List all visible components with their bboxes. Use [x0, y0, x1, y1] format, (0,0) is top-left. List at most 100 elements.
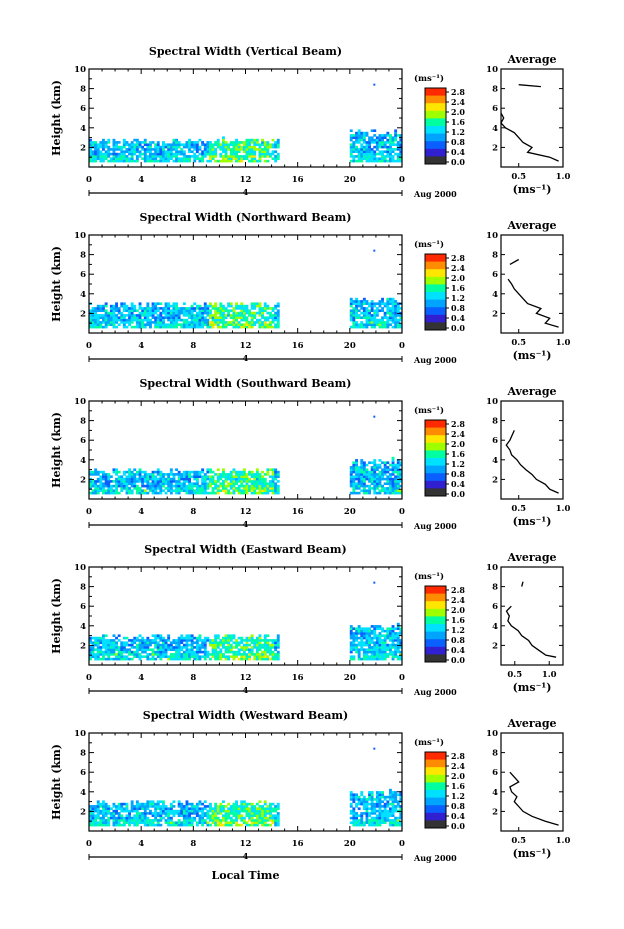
- heatmap-cell: [365, 309, 369, 312]
- heatmap-cell: [389, 788, 392, 792]
- heatmap-cell: [195, 480, 199, 483]
- heatmap-cell: [253, 653, 257, 656]
- heatmap-cell: [172, 321, 176, 324]
- heatmap-cell: [214, 314, 218, 317]
- heatmap-cell: [232, 468, 236, 471]
- heatmap-cell: [391, 318, 395, 322]
- heatmap-cell: [253, 321, 257, 324]
- heatmap-cell: [237, 487, 241, 490]
- heatmap-cell: [143, 812, 147, 815]
- heatmap-cell: [206, 159, 210, 163]
- heatmap-cell: [227, 636, 231, 640]
- heatmap-cell: [112, 470, 116, 474]
- heatmap-cell: [94, 480, 98, 483]
- heatmap-cell: [365, 463, 369, 467]
- y-tick-label: 10: [74, 231, 86, 241]
- heatmap-cell: [261, 819, 264, 822]
- heatmap-cell: [175, 143, 178, 146]
- heatmap-cell: [162, 152, 165, 156]
- heatmap-cell: [216, 823, 220, 827]
- heatmap-cell: [216, 480, 220, 483]
- heatmap-cell: [180, 823, 184, 827]
- heatmap-cell: [391, 148, 395, 151]
- colorbar-swatch: [425, 126, 446, 135]
- heatmap-cell: [222, 482, 225, 485]
- heatmap-cell: [115, 325, 118, 329]
- heatmap-cell: [172, 323, 176, 326]
- heatmap-cell: [255, 809, 259, 813]
- heatmap-cell: [107, 138, 111, 142]
- heatmap-cell: [271, 480, 275, 483]
- heatmap-cell: [219, 321, 223, 324]
- heatmap-cell: [266, 311, 270, 315]
- heatmap-cell: [253, 152, 257, 156]
- heatmap-cell: [255, 475, 259, 478]
- heatmap-cell: [357, 477, 361, 481]
- heatmap-cell: [211, 653, 215, 656]
- heatmap-cell: [394, 791, 398, 794]
- heatmap-cell: [201, 321, 205, 324]
- heatmap-cell: [104, 155, 108, 158]
- heatmap-cell: [198, 643, 202, 647]
- colorbar-tick-label: 0.8: [451, 801, 465, 811]
- heatmap-cell: [391, 316, 395, 319]
- y-axis-label: Height (km): [50, 412, 63, 488]
- heatmap-cell: [104, 634, 108, 637]
- heatmap-cell: [360, 634, 364, 637]
- heatmap-cell: [381, 297, 384, 301]
- heatmap-cell: [130, 321, 134, 324]
- heatmap-cell: [394, 798, 398, 801]
- heatmap-cell: [245, 150, 249, 153]
- heatmap-cell: [240, 302, 244, 305]
- heatmap-cell: [96, 821, 100, 824]
- heatmap-cell: [394, 823, 398, 827]
- heatmap-cell: [214, 807, 218, 810]
- heatmap-cell: [112, 155, 116, 158]
- heatmap-cell: [175, 302, 178, 305]
- heatmap-cell: [242, 150, 246, 153]
- heatmap-cell: [164, 325, 168, 329]
- heatmap-cell: [99, 145, 103, 149]
- heatmap-cell: [175, 141, 178, 144]
- heatmap-cell: [261, 152, 264, 156]
- heatmap-cell: [195, 484, 199, 488]
- heatmap-cell: [232, 470, 236, 474]
- colorbar-swatch: [425, 601, 446, 610]
- heatmap-cell: [360, 138, 364, 142]
- heatmap-cell: [156, 307, 160, 310]
- heatmap-cell: [368, 821, 371, 824]
- colorbar-swatch: [425, 631, 446, 640]
- heatmap-cell: [164, 309, 168, 312]
- heatmap-cell: [209, 475, 212, 478]
- heatmap-cell: [198, 157, 202, 160]
- heatmap-cell: [109, 323, 113, 326]
- heatmap-cell: [396, 648, 400, 651]
- heatmap-cell: [399, 159, 403, 163]
- heatmap-cell: [219, 812, 223, 815]
- heatmap-cell: [263, 812, 267, 815]
- heatmap-cell: [373, 484, 377, 488]
- colorbar-tick-label: 0.4: [451, 313, 465, 323]
- heatmap-cell: [253, 480, 257, 483]
- heatmap-cell: [96, 816, 100, 820]
- heatmap-cell: [193, 805, 197, 808]
- heatmap-cell: [386, 307, 390, 310]
- heatmap-cell: [195, 489, 199, 492]
- heatmap-cell: [276, 323, 280, 326]
- y-tick-label: 10: [74, 563, 86, 573]
- heatmap-cell: [378, 795, 382, 799]
- heatmap-cell: [242, 639, 246, 642]
- heatmap-cell: [107, 482, 111, 485]
- heatmap-cell: [263, 316, 267, 319]
- heatmap-cell: [149, 484, 152, 488]
- day-marker: 4: [243, 520, 249, 530]
- heatmap-cell: [227, 809, 231, 813]
- heatmap-cell: [154, 155, 158, 158]
- heatmap-cell: [206, 304, 210, 308]
- heatmap-cell: [357, 155, 361, 158]
- heatmap-cell: [255, 650, 259, 654]
- heatmap-cell: [237, 473, 241, 476]
- heatmap-cell: [94, 318, 98, 322]
- heatmap-cell: [203, 646, 207, 649]
- heatmap-cell: [229, 314, 233, 317]
